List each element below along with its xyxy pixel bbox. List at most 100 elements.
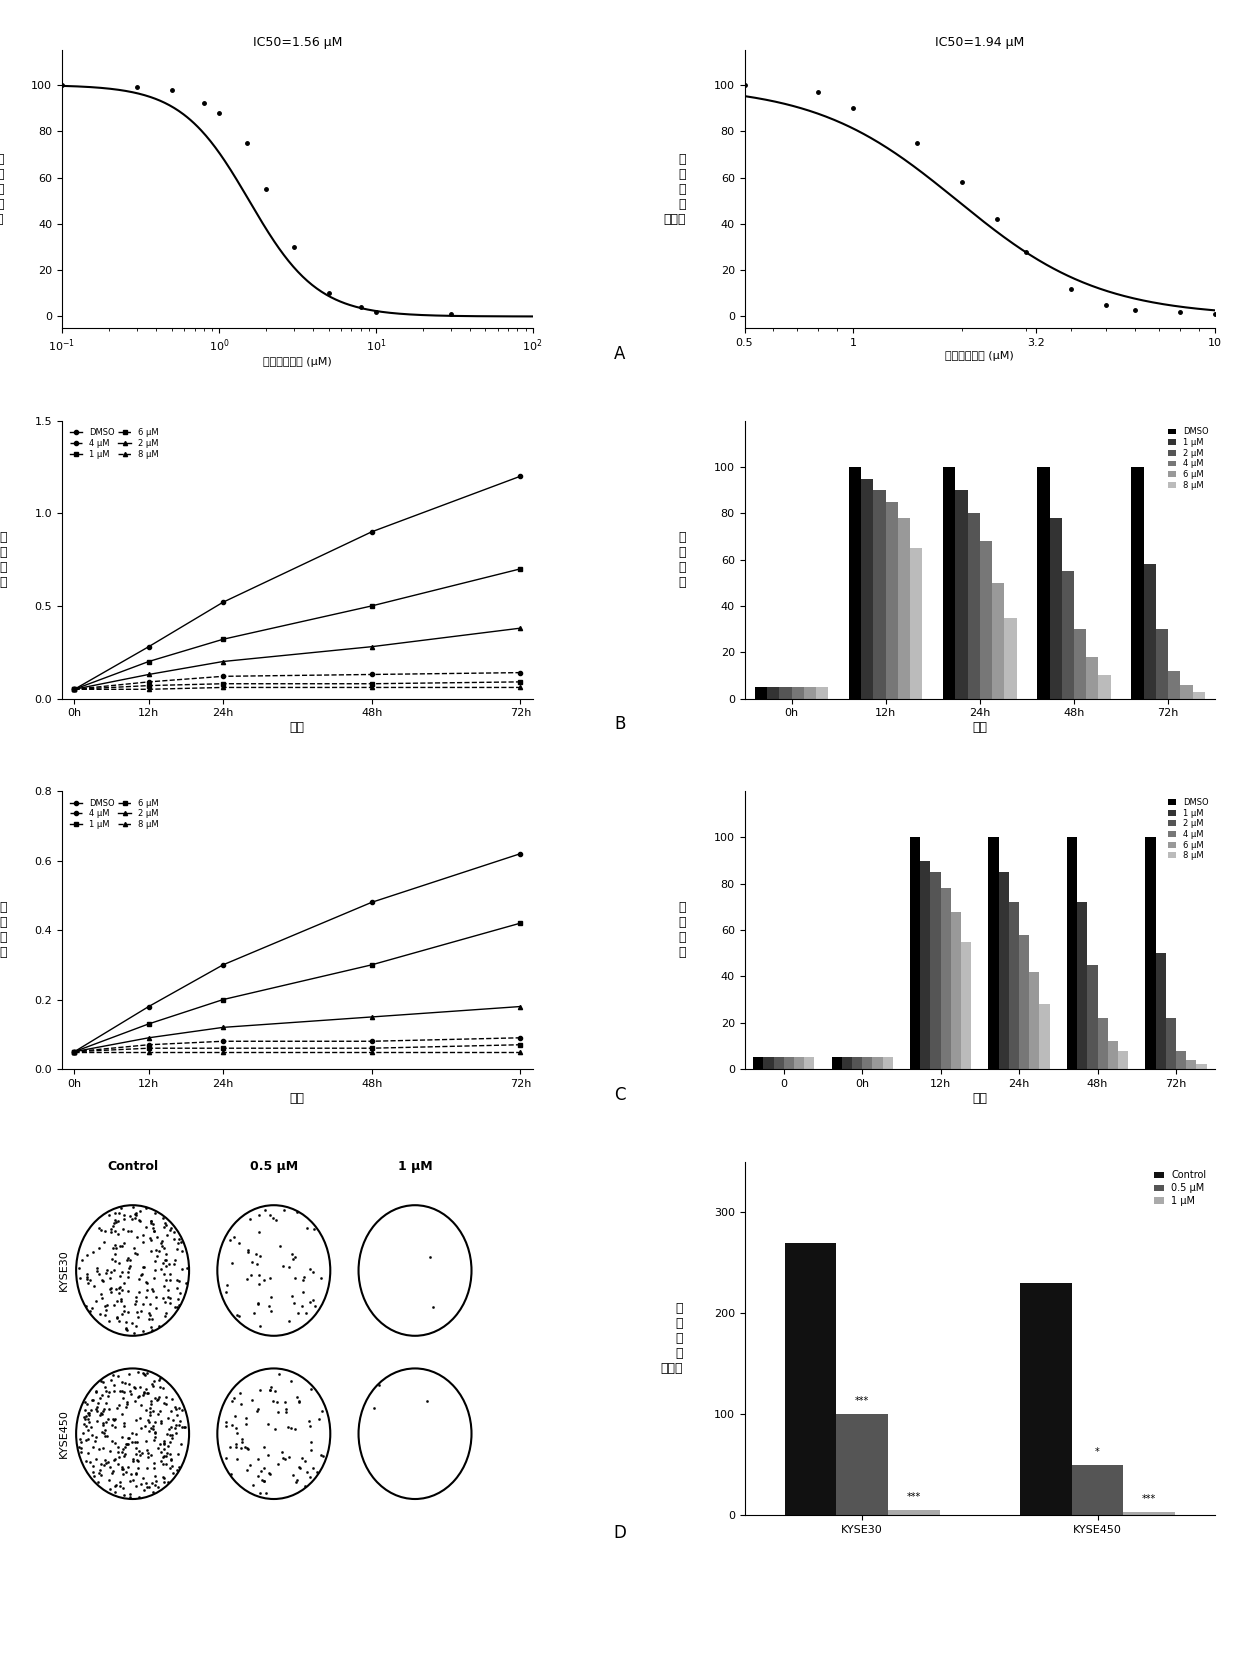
DMSO bbox=[513, 843, 528, 863]
Legend: DMSO, 4 μM, 1 μM, 6 μM, 2 μM, 8 μM: DMSO, 4 μM, 1 μM, 6 μM, 2 μM, 8 μM bbox=[66, 795, 161, 833]
8 μM bbox=[216, 1042, 231, 1062]
2 μM bbox=[216, 651, 231, 671]
Text: 1 μM: 1 μM bbox=[398, 1159, 433, 1173]
2 μM bbox=[513, 997, 528, 1017]
Bar bbox=[1197, 1064, 1207, 1069]
Bar bbox=[888, 1511, 940, 1516]
Bar bbox=[1156, 629, 1168, 699]
DMSO bbox=[67, 679, 82, 699]
Bar bbox=[1019, 935, 1029, 1069]
Line: 1 μM: 1 μM bbox=[72, 567, 522, 691]
6 μM bbox=[141, 1039, 156, 1059]
2 μM bbox=[141, 664, 156, 684]
DMSO bbox=[216, 955, 231, 975]
Bar bbox=[873, 1057, 883, 1069]
Text: C: C bbox=[614, 1086, 626, 1104]
Bar bbox=[873, 490, 885, 699]
Legend: DMSO, 1 μM, 2 μM, 4 μM, 6 μM, 8 μM: DMSO, 1 μM, 2 μM, 4 μM, 6 μM, 8 μM bbox=[1166, 425, 1211, 492]
Bar bbox=[862, 1057, 873, 1069]
1 μM bbox=[216, 629, 231, 649]
Bar bbox=[910, 838, 920, 1069]
Bar bbox=[1193, 691, 1205, 699]
Bar bbox=[1180, 684, 1193, 699]
Legend: Control, 0.5 μM, 1 μM: Control, 0.5 μM, 1 μM bbox=[1149, 1166, 1210, 1210]
4 μM bbox=[67, 1042, 82, 1062]
Bar bbox=[1004, 617, 1017, 699]
Line: 1 μM: 1 μM bbox=[72, 922, 522, 1054]
Bar bbox=[1087, 965, 1097, 1069]
Text: KYSE30: KYSE30 bbox=[60, 1250, 69, 1292]
Line: 4 μM: 4 μM bbox=[72, 671, 522, 691]
X-axis label: 时间: 时间 bbox=[972, 1091, 987, 1104]
Bar bbox=[1168, 671, 1180, 699]
Bar bbox=[988, 838, 998, 1069]
Bar bbox=[1097, 1019, 1107, 1069]
4 μM bbox=[513, 1027, 528, 1047]
Line: 8 μM: 8 μM bbox=[72, 686, 522, 691]
DMSO bbox=[141, 637, 156, 657]
Line: DMSO: DMSO bbox=[72, 852, 522, 1054]
Bar bbox=[998, 872, 1009, 1069]
Bar bbox=[842, 1057, 852, 1069]
Y-axis label: 相
对
活
性: 相 对 活 性 bbox=[678, 530, 686, 589]
Line: 8 μM: 8 μM bbox=[72, 1049, 522, 1054]
Title: IC50=1.94 μM: IC50=1.94 μM bbox=[935, 37, 1024, 49]
Bar bbox=[898, 519, 910, 699]
Y-axis label: 相
对
活
性
（％）: 相 对 活 性 （％） bbox=[0, 152, 4, 226]
8 μM bbox=[365, 678, 379, 698]
Bar bbox=[961, 942, 971, 1069]
Bar bbox=[1143, 564, 1156, 699]
Legend: DMSO, 1 μM, 2 μM, 4 μM, 6 μM, 8 μM: DMSO, 1 μM, 2 μM, 4 μM, 6 μM, 8 μM bbox=[1166, 795, 1211, 863]
Bar bbox=[779, 688, 791, 699]
Bar bbox=[1187, 1059, 1197, 1069]
Bar bbox=[1078, 902, 1087, 1069]
Text: 0.5 μM: 0.5 μM bbox=[249, 1159, 298, 1173]
Bar bbox=[1107, 1041, 1118, 1069]
Text: ***: *** bbox=[856, 1397, 869, 1407]
Bar bbox=[1038, 467, 1049, 699]
X-axis label: 时间: 时间 bbox=[290, 1091, 305, 1104]
Bar bbox=[784, 1057, 794, 1069]
Bar bbox=[951, 912, 961, 1069]
Bar bbox=[883, 1057, 893, 1069]
4 μM bbox=[513, 663, 528, 683]
2 μM bbox=[216, 1017, 231, 1037]
Bar bbox=[804, 688, 816, 699]
8 μM bbox=[67, 1042, 82, 1062]
Bar bbox=[785, 1243, 836, 1516]
X-axis label: 时间: 时间 bbox=[290, 721, 305, 734]
6 μM bbox=[141, 676, 156, 696]
Bar bbox=[816, 688, 828, 699]
DMSO bbox=[513, 467, 528, 487]
Text: B: B bbox=[614, 716, 626, 733]
Bar bbox=[910, 549, 923, 699]
2 μM bbox=[365, 1007, 379, 1027]
8 μM bbox=[141, 1042, 156, 1062]
8 μM bbox=[216, 678, 231, 698]
1 μM bbox=[365, 955, 379, 975]
Text: A: A bbox=[614, 345, 626, 363]
Y-axis label: 集
落
数
目
（个）: 集 落 数 目 （个） bbox=[661, 1302, 683, 1375]
6 μM bbox=[365, 1039, 379, 1059]
Y-axis label: 相
对
活
性: 相 对 活 性 bbox=[0, 902, 6, 959]
1 μM bbox=[365, 596, 379, 616]
4 μM bbox=[141, 1034, 156, 1054]
Bar bbox=[955, 490, 967, 699]
Bar bbox=[1166, 1019, 1176, 1069]
Bar bbox=[1176, 1051, 1187, 1069]
Line: DMSO: DMSO bbox=[72, 473, 522, 691]
Bar bbox=[1118, 1051, 1128, 1069]
Bar bbox=[885, 502, 898, 699]
4 μM bbox=[365, 664, 379, 684]
Text: Control: Control bbox=[107, 1159, 159, 1173]
Text: ***: *** bbox=[1142, 1494, 1157, 1504]
1 μM bbox=[141, 651, 156, 671]
1 μM bbox=[141, 1014, 156, 1034]
Y-axis label: 相
对
活
性
（％）: 相 对 活 性 （％） bbox=[663, 152, 686, 226]
Bar bbox=[774, 1057, 784, 1069]
1 μM bbox=[67, 679, 82, 699]
8 μM bbox=[513, 678, 528, 698]
4 μM bbox=[216, 1031, 231, 1051]
Text: D: D bbox=[614, 1524, 626, 1543]
Bar bbox=[1061, 570, 1074, 699]
